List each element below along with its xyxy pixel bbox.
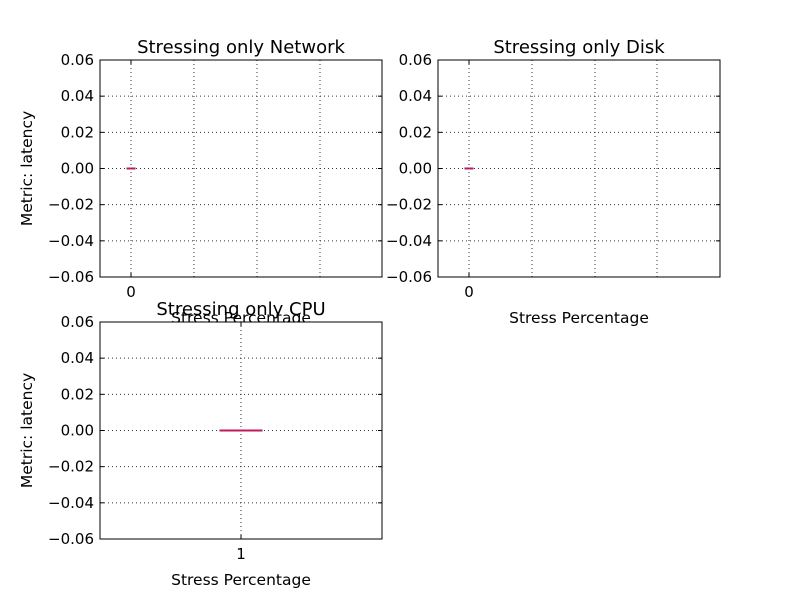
y-tick-label: 0.04 bbox=[61, 349, 94, 367]
y-tick-label: 0.06 bbox=[399, 51, 432, 69]
y-tick-label: −0.04 bbox=[48, 232, 94, 250]
axes-frame bbox=[99, 321, 383, 540]
x-tick-label: 1 bbox=[236, 545, 246, 563]
y-tick-label: 0.02 bbox=[399, 123, 432, 141]
y-tick-label: 0.00 bbox=[61, 422, 94, 440]
x-tick-label: 0 bbox=[464, 283, 474, 301]
y-tick-label: 0.06 bbox=[61, 51, 94, 69]
y-axis-label: Metric: latency bbox=[18, 373, 36, 488]
chart-title: Stressing only Disk bbox=[493, 37, 665, 58]
y-tick-label: 0.06 bbox=[61, 313, 94, 331]
y-tick-label: 0.00 bbox=[61, 160, 94, 178]
subplot-1: 0.06 0.04 0.02 0.00 −0.02 −0.04 −0.06 0 Stressin… bbox=[18, 37, 383, 327]
y-tick-label: −0.06 bbox=[48, 268, 94, 286]
y-tick-label: −0.06 bbox=[48, 530, 94, 548]
chart-title: Stressing only CPU bbox=[156, 299, 325, 320]
x-axis-label: Stress Percentage bbox=[509, 309, 649, 327]
y-tick-label: 0.02 bbox=[61, 123, 94, 141]
y-tick-label: 0.00 bbox=[399, 160, 432, 178]
y-tick-label: −0.04 bbox=[386, 232, 432, 250]
subplot-3: 0.06 0.04 0.02 0.00 −0.02 −0.04 −0.06 1 Stressin… bbox=[18, 299, 383, 589]
plot-area bbox=[100, 60, 382, 277]
axes-frame bbox=[437, 59, 721, 278]
x-tick-label: 0 bbox=[126, 283, 136, 301]
y-tick-label: 0.04 bbox=[399, 87, 432, 105]
y-tick-label: −0.06 bbox=[386, 268, 432, 286]
axes-frame bbox=[99, 59, 383, 278]
y-tick-label: −0.02 bbox=[48, 458, 94, 476]
y-tick-label: −0.04 bbox=[48, 494, 94, 512]
y-tick-label: 0.04 bbox=[61, 87, 94, 105]
subplot-2: 0.06 0.04 0.02 0.00 −0.02 −0.04 −0.06 0 Stressin… bbox=[386, 37, 721, 327]
y-axis-label: Metric: latency bbox=[18, 111, 36, 226]
y-tick-label: 0.02 bbox=[61, 385, 94, 403]
x-axis-label: Stress Percentage bbox=[171, 571, 311, 589]
chart-title: Stressing only Network bbox=[137, 37, 345, 58]
y-tick-label: −0.02 bbox=[48, 196, 94, 214]
y-tick-label: −0.02 bbox=[386, 196, 432, 214]
